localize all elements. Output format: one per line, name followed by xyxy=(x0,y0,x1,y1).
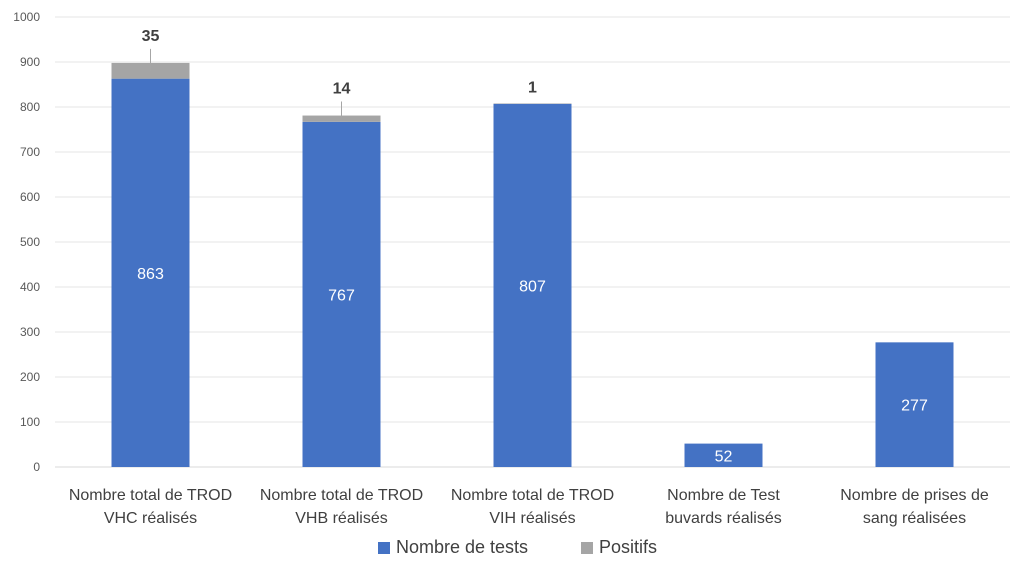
y-tick-label: 500 xyxy=(20,235,40,249)
data-label-nombre-de-tests: 277 xyxy=(901,398,928,415)
bar-nombre-de-tests xyxy=(875,342,954,467)
data-labels: 863 35 767 14 807 1 52 277 xyxy=(137,28,928,465)
x-category-label: VHC réalisés xyxy=(104,510,197,527)
x-axis-categories: Nombre total de TROD VHC réalisés Nombre t… xyxy=(69,487,989,527)
legend-swatch xyxy=(378,542,390,554)
legend-label: Nombre de tests xyxy=(396,537,528,557)
data-label-nombre-de-tests: 863 xyxy=(137,266,164,283)
y-axis-ticks: 0 100 200 300 400 500 600 700 800 900 1000 xyxy=(13,10,40,474)
bars xyxy=(111,62,954,468)
bar-nombre-de-tests xyxy=(493,103,572,467)
legend-label: Positifs xyxy=(599,537,657,557)
x-category-label: Nombre total de TROD xyxy=(451,487,614,504)
y-tick-label: 1000 xyxy=(13,10,40,24)
data-label-nombre-de-tests: 807 xyxy=(519,278,546,295)
x-category-label: Nombre de prises de xyxy=(840,487,989,504)
bar-nombre-de-tests xyxy=(111,78,190,468)
y-tick-label: 600 xyxy=(20,190,40,204)
x-category-label: VIH réalisés xyxy=(489,510,575,527)
legend-swatch xyxy=(581,542,593,554)
y-tick-label: 900 xyxy=(20,55,40,69)
x-category-label: VHB réalisés xyxy=(295,510,387,527)
legend: Nombre de tests Positifs xyxy=(378,537,657,557)
y-tick-label: 400 xyxy=(20,280,40,294)
data-label-nombre-de-tests: 52 xyxy=(715,448,733,465)
y-tick-label: 800 xyxy=(20,100,40,114)
x-category-label: buvards réalisés xyxy=(665,510,782,527)
x-category-label: Nombre de Test xyxy=(667,487,780,504)
data-label-positifs: 35 xyxy=(142,28,160,45)
x-category-label: Nombre total de TROD xyxy=(69,487,232,504)
y-tick-label: 100 xyxy=(20,415,40,429)
data-label-positifs: 1 xyxy=(528,79,537,96)
y-tick-label: 200 xyxy=(20,370,40,384)
x-category-label: sang réalisées xyxy=(863,510,966,527)
data-label-positifs: 14 xyxy=(333,81,351,98)
bar-nombre-de-tests xyxy=(684,443,763,467)
y-tick-label: 0 xyxy=(33,460,40,474)
y-tick-label: 700 xyxy=(20,145,40,159)
bar-positifs xyxy=(302,115,381,122)
y-tick-label: 300 xyxy=(20,325,40,339)
bar-nombre-de-tests xyxy=(302,121,381,467)
x-category-label: Nombre total de TROD xyxy=(260,487,423,504)
data-label-nombre-de-tests: 767 xyxy=(328,287,355,304)
